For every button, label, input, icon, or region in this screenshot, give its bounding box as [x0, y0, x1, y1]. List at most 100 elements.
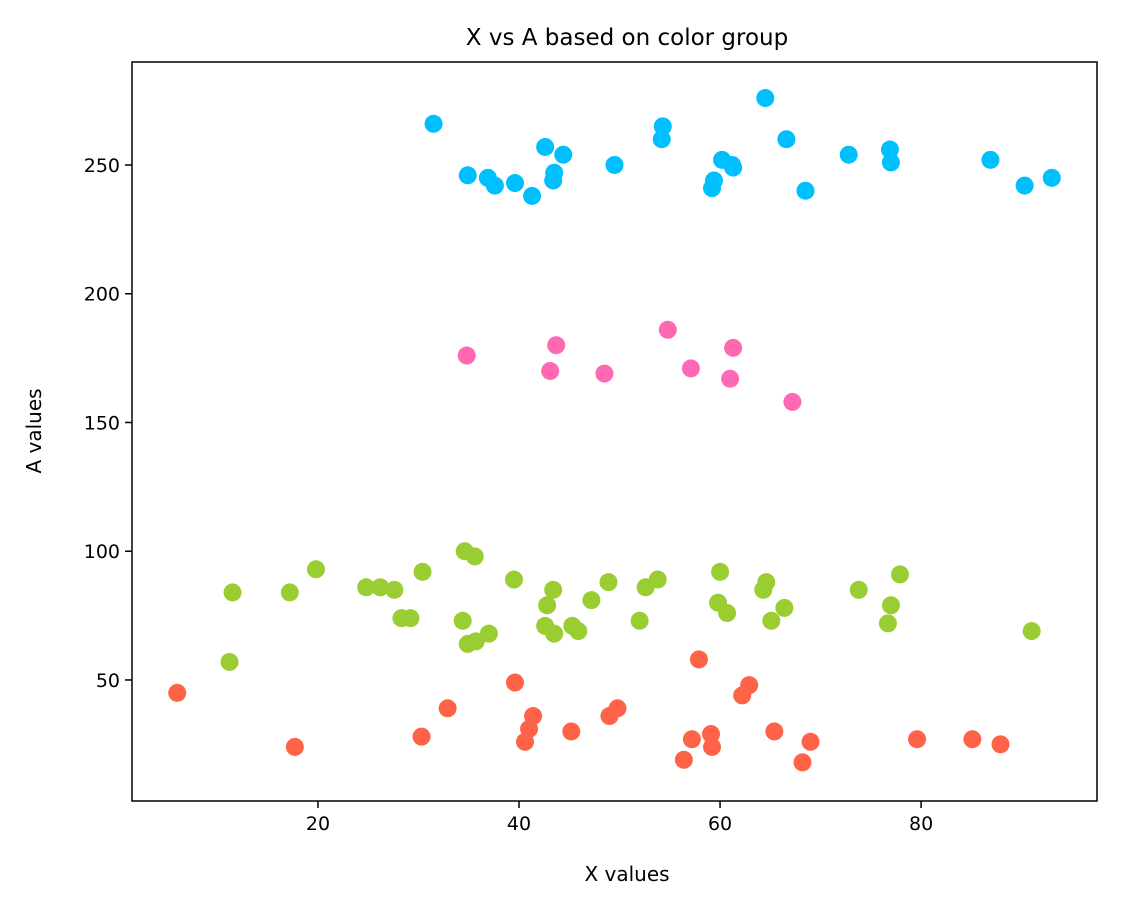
y-tick-label: 250 — [84, 155, 120, 177]
y-tick-label: 50 — [96, 670, 120, 692]
data-point — [658, 320, 677, 339]
x-tick-label: 20 — [306, 813, 330, 835]
data-point — [718, 604, 737, 623]
data-point — [682, 730, 701, 749]
data-point — [424, 114, 443, 133]
data-point — [801, 732, 820, 751]
data-point — [724, 158, 743, 177]
data-point — [401, 609, 420, 628]
data-point — [544, 171, 563, 190]
x-axis-label: X values — [584, 862, 669, 886]
data-point — [630, 611, 649, 630]
data-point — [890, 565, 909, 584]
data-point — [438, 699, 457, 718]
y-tick-label: 200 — [84, 284, 120, 306]
data-point — [544, 580, 563, 599]
plot-area — [131, 61, 1098, 802]
x-axis: 20 40 60 80 — [306, 801, 933, 835]
x-tick-label: 40 — [507, 813, 531, 835]
data-point — [536, 137, 555, 156]
data-point — [711, 562, 730, 581]
y-tick-label: 150 — [84, 412, 120, 434]
data-point — [783, 392, 802, 411]
data-point — [413, 562, 432, 581]
data-point — [285, 737, 304, 756]
data-point — [756, 89, 775, 108]
data-point — [878, 614, 897, 633]
data-point — [523, 186, 542, 205]
data-point — [880, 140, 899, 159]
data-point — [562, 722, 581, 741]
data-point — [485, 176, 504, 195]
data-point — [724, 338, 743, 357]
data-point — [1015, 176, 1034, 195]
data-point — [505, 174, 524, 193]
data-point — [648, 570, 667, 589]
data-point — [538, 596, 557, 615]
data-point — [554, 145, 573, 164]
data-point — [457, 346, 476, 365]
data-point — [453, 611, 472, 630]
data-point — [168, 683, 187, 702]
data-point — [757, 573, 776, 592]
data-point — [963, 730, 982, 749]
data-point — [981, 150, 1000, 169]
data-point — [458, 166, 477, 185]
data-point — [605, 155, 624, 174]
y-axis: 50 100 150 200 250 — [84, 155, 132, 692]
data-point — [1022, 622, 1041, 641]
data-point — [547, 336, 566, 355]
data-point — [412, 727, 431, 746]
data-point — [524, 707, 543, 726]
data-point — [705, 171, 724, 190]
x-tick-label: 60 — [708, 813, 732, 835]
data-point — [839, 145, 858, 164]
data-point — [541, 361, 560, 380]
data-point — [357, 578, 376, 597]
data-point — [740, 676, 759, 695]
data-point — [681, 359, 700, 378]
data-point — [280, 583, 299, 602]
data-point — [465, 547, 484, 566]
data-point — [569, 622, 588, 641]
data-point — [849, 580, 868, 599]
data-point — [595, 364, 614, 383]
data-point — [796, 181, 815, 200]
data-point — [223, 583, 242, 602]
data-point — [466, 632, 485, 651]
data-points — [168, 89, 1061, 772]
data-point — [608, 699, 627, 718]
data-point — [652, 130, 671, 149]
data-point — [385, 580, 404, 599]
data-point — [702, 725, 720, 744]
data-point — [991, 735, 1010, 754]
data-point — [599, 573, 618, 592]
data-point — [765, 722, 784, 741]
y-tick-label: 100 — [84, 541, 120, 563]
data-point — [653, 117, 672, 136]
data-point — [220, 652, 239, 671]
data-point — [777, 130, 796, 149]
data-point — [881, 153, 900, 172]
x-tick-label: 80 — [909, 813, 933, 835]
data-point — [545, 624, 564, 643]
data-point — [775, 598, 794, 617]
data-point — [703, 737, 722, 756]
y-axis-label: A values — [22, 388, 46, 473]
data-point — [908, 730, 927, 749]
data-point — [371, 578, 390, 597]
chart-title: X vs A based on color group — [466, 25, 788, 51]
data-point — [721, 369, 740, 388]
data-point — [793, 753, 812, 772]
data-point — [479, 624, 498, 643]
data-point — [582, 591, 601, 610]
data-point — [881, 596, 900, 615]
data-point — [1042, 168, 1061, 187]
data-point — [505, 673, 524, 692]
data-point — [306, 560, 325, 579]
data-point — [689, 650, 708, 669]
data-point — [674, 750, 693, 769]
data-point — [762, 611, 781, 630]
data-point — [504, 570, 523, 589]
